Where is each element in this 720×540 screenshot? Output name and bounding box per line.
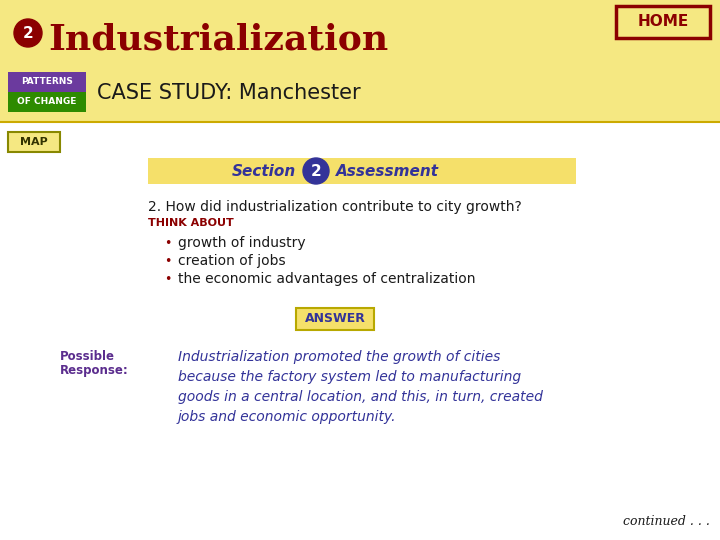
Text: Assessment: Assessment (336, 164, 439, 179)
FancyBboxPatch shape (8, 132, 60, 152)
Text: Industrialization promoted the growth of cities
because the factory system led t: Industrialization promoted the growth of… (178, 350, 543, 424)
Text: 2. How did industrialization contribute to city growth?: 2. How did industrialization contribute … (148, 200, 522, 214)
FancyBboxPatch shape (0, 0, 720, 122)
Circle shape (303, 158, 329, 184)
FancyBboxPatch shape (0, 122, 720, 540)
Text: Section: Section (232, 164, 296, 179)
Text: HOME: HOME (637, 15, 688, 30)
FancyBboxPatch shape (8, 92, 86, 112)
Text: Possible: Possible (60, 350, 115, 363)
Text: •: • (164, 273, 171, 286)
Text: growth of industry: growth of industry (178, 236, 305, 250)
Text: PATTERNS: PATTERNS (21, 78, 73, 86)
Text: CASE STUDY: Manchester: CASE STUDY: Manchester (97, 83, 361, 103)
Text: THINK ABOUT: THINK ABOUT (148, 218, 234, 228)
Circle shape (14, 19, 42, 47)
Text: 2: 2 (22, 25, 33, 40)
Text: the economic advantages of centralization: the economic advantages of centralizatio… (178, 272, 475, 286)
FancyBboxPatch shape (148, 158, 576, 184)
FancyBboxPatch shape (8, 72, 86, 92)
Text: •: • (164, 237, 171, 250)
Text: OF CHANGE: OF CHANGE (17, 98, 77, 106)
FancyBboxPatch shape (296, 308, 374, 330)
Text: continued . . .: continued . . . (623, 515, 710, 528)
Text: •: • (164, 255, 171, 268)
Text: Response:: Response: (60, 364, 129, 377)
Text: MAP: MAP (20, 137, 48, 147)
Text: 2: 2 (310, 164, 321, 179)
FancyBboxPatch shape (616, 6, 710, 38)
Text: ANSWER: ANSWER (305, 313, 366, 326)
Text: Industrialization: Industrialization (48, 23, 388, 57)
Text: creation of jobs: creation of jobs (178, 254, 286, 268)
